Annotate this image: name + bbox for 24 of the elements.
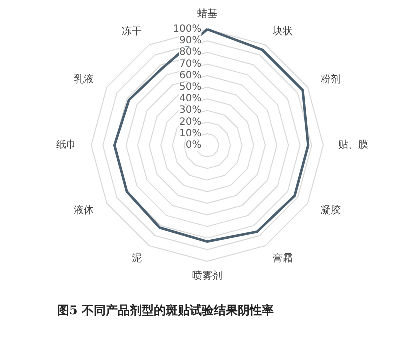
y-tick-label: 70% [179,58,202,70]
caption: 图5 不同产品剂型的斑贴试验结果阴性率 [58,304,274,318]
spoke-label: 粉剂 [321,73,342,86]
spoke-label: 泥 [132,252,142,265]
spoke-label: 贴、膜 [338,139,369,151]
y-tick-label: 90% [179,36,202,47]
y-tick-label: 80% [179,47,202,58]
y-tick-label: 50% [179,82,202,93]
y-tick-label: 30% [179,105,202,116]
y-tick-label: 0% [186,140,202,151]
y-tick-label: 10% [179,128,202,140]
spoke-label: 乳液 [74,73,94,86]
y-tick-label: 60% [179,70,202,82]
y-tick-label: 100% [173,24,202,35]
spoke-label: 喷雾剂 [192,270,222,282]
spoke-label: 蜡基 [198,8,218,20]
spoke-label: 纸巾 [56,139,76,151]
spoke-label: 凝胶 [321,204,342,217]
y-tick-label: 40% [179,94,202,105]
spoke-label: 膏霜 [273,252,294,265]
y-tick-label: 20% [179,116,202,128]
spoke-label: 液体 [74,204,94,217]
spoke-label: 冻干 [122,25,142,38]
spoke-label: 块状 [272,25,294,38]
